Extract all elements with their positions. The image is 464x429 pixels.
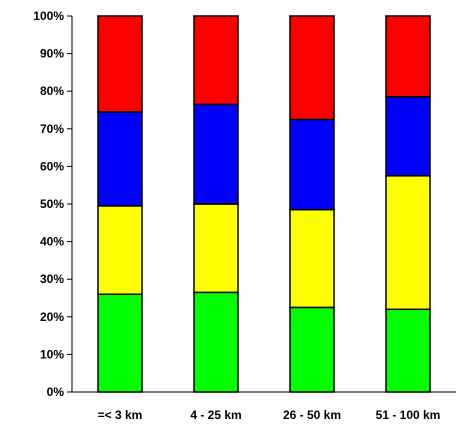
y-tick-label: 30% [40, 272, 64, 286]
bar-segment-0-1 [193, 291, 239, 393]
y-tick-label: 100% [33, 9, 64, 23]
x-category-label: 4 - 25 km [190, 408, 241, 422]
x-category-label: 26 - 50 km [283, 408, 341, 422]
y-axis-ticks: 0% 10% 20% 30% 40% 50% 60% 70% 80% 90% 100% [33, 9, 72, 399]
y-tick-label: 70% [40, 122, 64, 136]
bar-segment-1-3 [385, 175, 431, 311]
bar-segment-3-0 [97, 15, 143, 113]
y-tick-label: 50% [40, 197, 64, 211]
bar-segment-1-0 [97, 205, 143, 295]
x-category-label: =< 3 km [98, 408, 143, 422]
bars-group [97, 15, 431, 393]
bar-segment-2-3 [385, 96, 431, 177]
y-tick-label: 0% [47, 385, 65, 399]
bar-segment-1-1 [193, 203, 239, 294]
bar-segment-2-1 [193, 103, 239, 205]
bar-segment-2-2 [289, 118, 335, 211]
bar-segment-3-3 [385, 15, 431, 98]
y-tick-label: 40% [40, 235, 64, 249]
x-axis-labels: =< 3 km 4 - 25 km 26 - 50 km 51 - 100 km [98, 408, 441, 422]
y-tick-label: 80% [40, 84, 64, 98]
bar-segment-3-2 [289, 15, 335, 121]
bar-segment-0-0 [97, 293, 143, 393]
bar-segment-2-0 [97, 111, 143, 207]
y-tick-label: 10% [40, 347, 64, 361]
bar-segment-0-2 [289, 306, 335, 393]
bar-segment-3-1 [193, 15, 239, 106]
y-tick-label: 60% [40, 159, 64, 173]
bar-segment-1-2 [289, 208, 335, 309]
x-category-label: 51 - 100 km [376, 408, 441, 422]
bar-segment-0-3 [385, 308, 431, 393]
y-tick-label: 20% [40, 310, 64, 324]
y-tick-label: 90% [40, 47, 64, 61]
